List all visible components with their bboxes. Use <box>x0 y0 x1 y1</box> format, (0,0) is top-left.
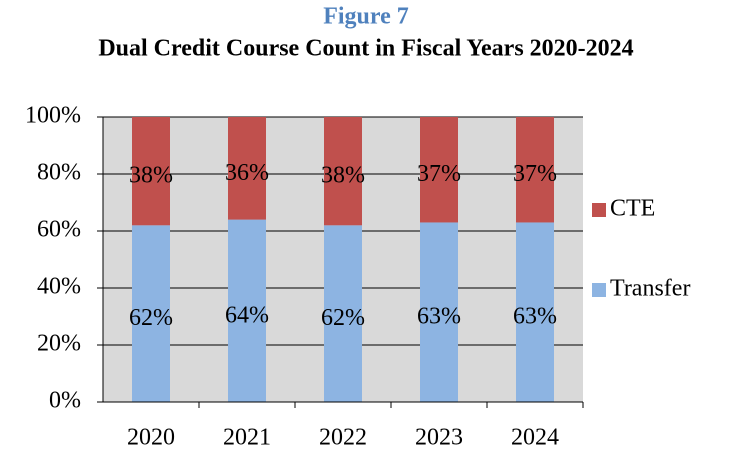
bar-segment <box>516 117 554 223</box>
y-tick-label: 0% <box>49 388 81 414</box>
y-tick-label: 20% <box>37 331 81 357</box>
data-label: 62% <box>129 305 173 331</box>
data-label: 36% <box>225 160 269 186</box>
data-label: 63% <box>417 304 461 330</box>
legend-label: Transfer <box>610 276 690 302</box>
bar-segment <box>132 117 170 226</box>
x-tick-label: 2020 <box>127 425 175 449</box>
data-label: 63% <box>513 304 557 330</box>
x-tick-label: 2021 <box>223 425 271 449</box>
y-tick-label: 60% <box>37 217 81 243</box>
legend-swatch <box>592 203 606 217</box>
x-tick-label: 2023 <box>415 425 463 449</box>
data-label: 37% <box>513 161 557 187</box>
y-tick-label: 100% <box>25 103 81 129</box>
bar-segment <box>324 117 362 226</box>
data-label: 38% <box>321 163 365 189</box>
x-tick-label: 2022 <box>319 425 367 449</box>
bar-segment <box>420 222 458 402</box>
bar-segment <box>228 219 266 402</box>
bar-segment <box>420 117 458 223</box>
bar-segment <box>228 117 266 220</box>
y-tick-label: 80% <box>37 160 81 186</box>
data-label: 38% <box>129 163 173 189</box>
legend-swatch <box>592 283 606 297</box>
bar-segment <box>132 225 170 402</box>
legend-label: CTE <box>610 196 655 222</box>
data-label: 62% <box>321 305 365 331</box>
y-tick-label: 40% <box>37 274 81 300</box>
chart-subtitle: Dual Credit Course Count in Fiscal Years… <box>98 36 633 62</box>
data-label: 37% <box>417 161 461 187</box>
data-label: 64% <box>225 302 269 328</box>
x-tick-label: 2024 <box>511 425 559 449</box>
chart-title: Figure 7 <box>323 4 409 30</box>
bar-segment <box>516 222 554 402</box>
bar-segment <box>324 225 362 402</box>
